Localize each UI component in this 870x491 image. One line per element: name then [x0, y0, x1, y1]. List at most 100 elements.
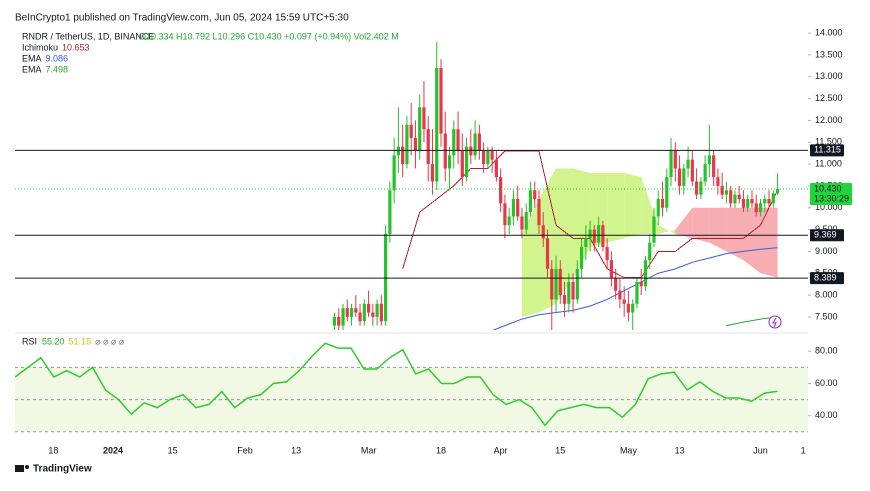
candle-body	[435, 68, 439, 182]
y-tick-label: 11.000	[815, 158, 842, 168]
candle-body	[618, 290, 622, 300]
candle-body	[771, 193, 775, 204]
candle-body	[516, 199, 520, 217]
candle-body	[413, 137, 418, 151]
candle-body	[724, 190, 729, 195]
legend-name: EMA	[22, 64, 42, 74]
candle-body	[695, 181, 699, 195]
candle-body	[643, 260, 648, 287]
x-tick-label: 1	[801, 445, 806, 455]
candle-body	[396, 146, 400, 156]
candle-body	[554, 268, 558, 300]
candle-body	[775, 188, 780, 194]
candle-body	[332, 316, 337, 326]
y-tick-label: 9.000	[815, 246, 838, 256]
candle-body	[439, 68, 443, 134]
indicator-line	[726, 316, 778, 327]
y-tick-label: 11.500	[815, 137, 842, 147]
legend-value: 9.086	[46, 53, 69, 63]
cloud-segment	[743, 207, 761, 274]
candle-body	[750, 199, 754, 204]
legend-name: Ichimoku	[22, 42, 58, 52]
x-tick-label: Mar	[361, 445, 377, 455]
x-tick-label: 13	[675, 445, 685, 455]
legend-value: 7.498	[46, 64, 69, 74]
cloud-segment	[760, 207, 778, 278]
candle-body	[362, 303, 366, 322]
candle-body	[686, 159, 690, 169]
candle-body	[460, 150, 464, 178]
y-tick-label: 12.000	[815, 115, 843, 125]
rsi-pane	[15, 342, 808, 433]
candle-body	[486, 150, 490, 165]
rsi-ma: 51.15	[69, 336, 92, 346]
candle-body	[690, 159, 694, 182]
candle-body	[729, 190, 733, 204]
candle-body	[677, 168, 682, 186]
candle-body	[716, 177, 720, 186]
candle-body	[660, 199, 665, 208]
candle-body	[366, 303, 371, 313]
x-tick-label: 18	[48, 445, 58, 455]
level-label: 11.315	[814, 145, 841, 155]
x-tick-label: May	[620, 445, 638, 455]
candle-body	[605, 247, 609, 261]
candle-body	[358, 312, 362, 322]
symbol: RNDR / TetherUS, 1D, BINANCE	[22, 31, 154, 41]
candle-body	[635, 281, 639, 304]
candle-body	[418, 107, 422, 151]
x-tick-label: 2024	[103, 445, 123, 455]
candle-body	[349, 308, 354, 317]
alert-circle	[768, 315, 782, 329]
candle-body	[375, 303, 379, 317]
price-pane	[15, 41, 808, 330]
candle-body	[763, 199, 767, 204]
candle-body	[545, 238, 550, 269]
candle-body	[656, 199, 660, 217]
x-tick-label: Jun	[753, 445, 768, 455]
level-label: 9.369	[814, 230, 837, 240]
rsi-value: 55.20	[42, 336, 65, 346]
level-label: 8.389	[814, 272, 837, 282]
candle-body	[494, 159, 498, 178]
candle-body	[452, 129, 456, 156]
candle-body	[473, 133, 477, 156]
rsi-tick-label: 60.00	[815, 378, 838, 388]
candle-body	[405, 124, 409, 165]
candle-body	[626, 303, 631, 313]
y-tick-label: 9.500	[815, 224, 838, 234]
candle-body	[609, 260, 613, 278]
candle-body	[592, 229, 596, 243]
candle-body	[741, 199, 746, 208]
y-tick-label: 12.500	[815, 93, 843, 103]
candle-body	[597, 225, 601, 243]
candle-body	[737, 194, 741, 200]
candle-body	[456, 129, 460, 151]
level-badge	[810, 144, 844, 157]
y-tick-label: 14.000	[815, 27, 843, 37]
level-badge	[810, 272, 844, 285]
candle-body	[639, 281, 643, 287]
x-tick-label: 13	[291, 445, 301, 455]
cloud-segment	[709, 207, 727, 252]
logo-dot	[25, 465, 29, 469]
x-tick-label: 15	[168, 445, 178, 455]
candle-body	[665, 177, 669, 208]
cloud-segment	[726, 207, 744, 261]
candle-body	[354, 308, 358, 313]
candle-body	[733, 194, 737, 204]
candle-body	[652, 216, 656, 243]
candle-body	[558, 268, 562, 296]
candle-body	[682, 168, 686, 186]
level-badge	[810, 229, 844, 242]
candle-body	[533, 190, 537, 200]
candle-body	[712, 155, 716, 178]
x-tick-label: Feb	[237, 445, 253, 455]
candle-body	[422, 107, 426, 130]
y-tick-label: 7.500	[815, 311, 838, 321]
publisher: BeInCrypto1 published on TradingView.com…	[15, 13, 349, 24]
cloud-segment	[624, 172, 642, 239]
rsi-extra: ⌀ ⌀ ⌀ ⌀	[95, 336, 125, 346]
candle-body	[754, 203, 758, 213]
